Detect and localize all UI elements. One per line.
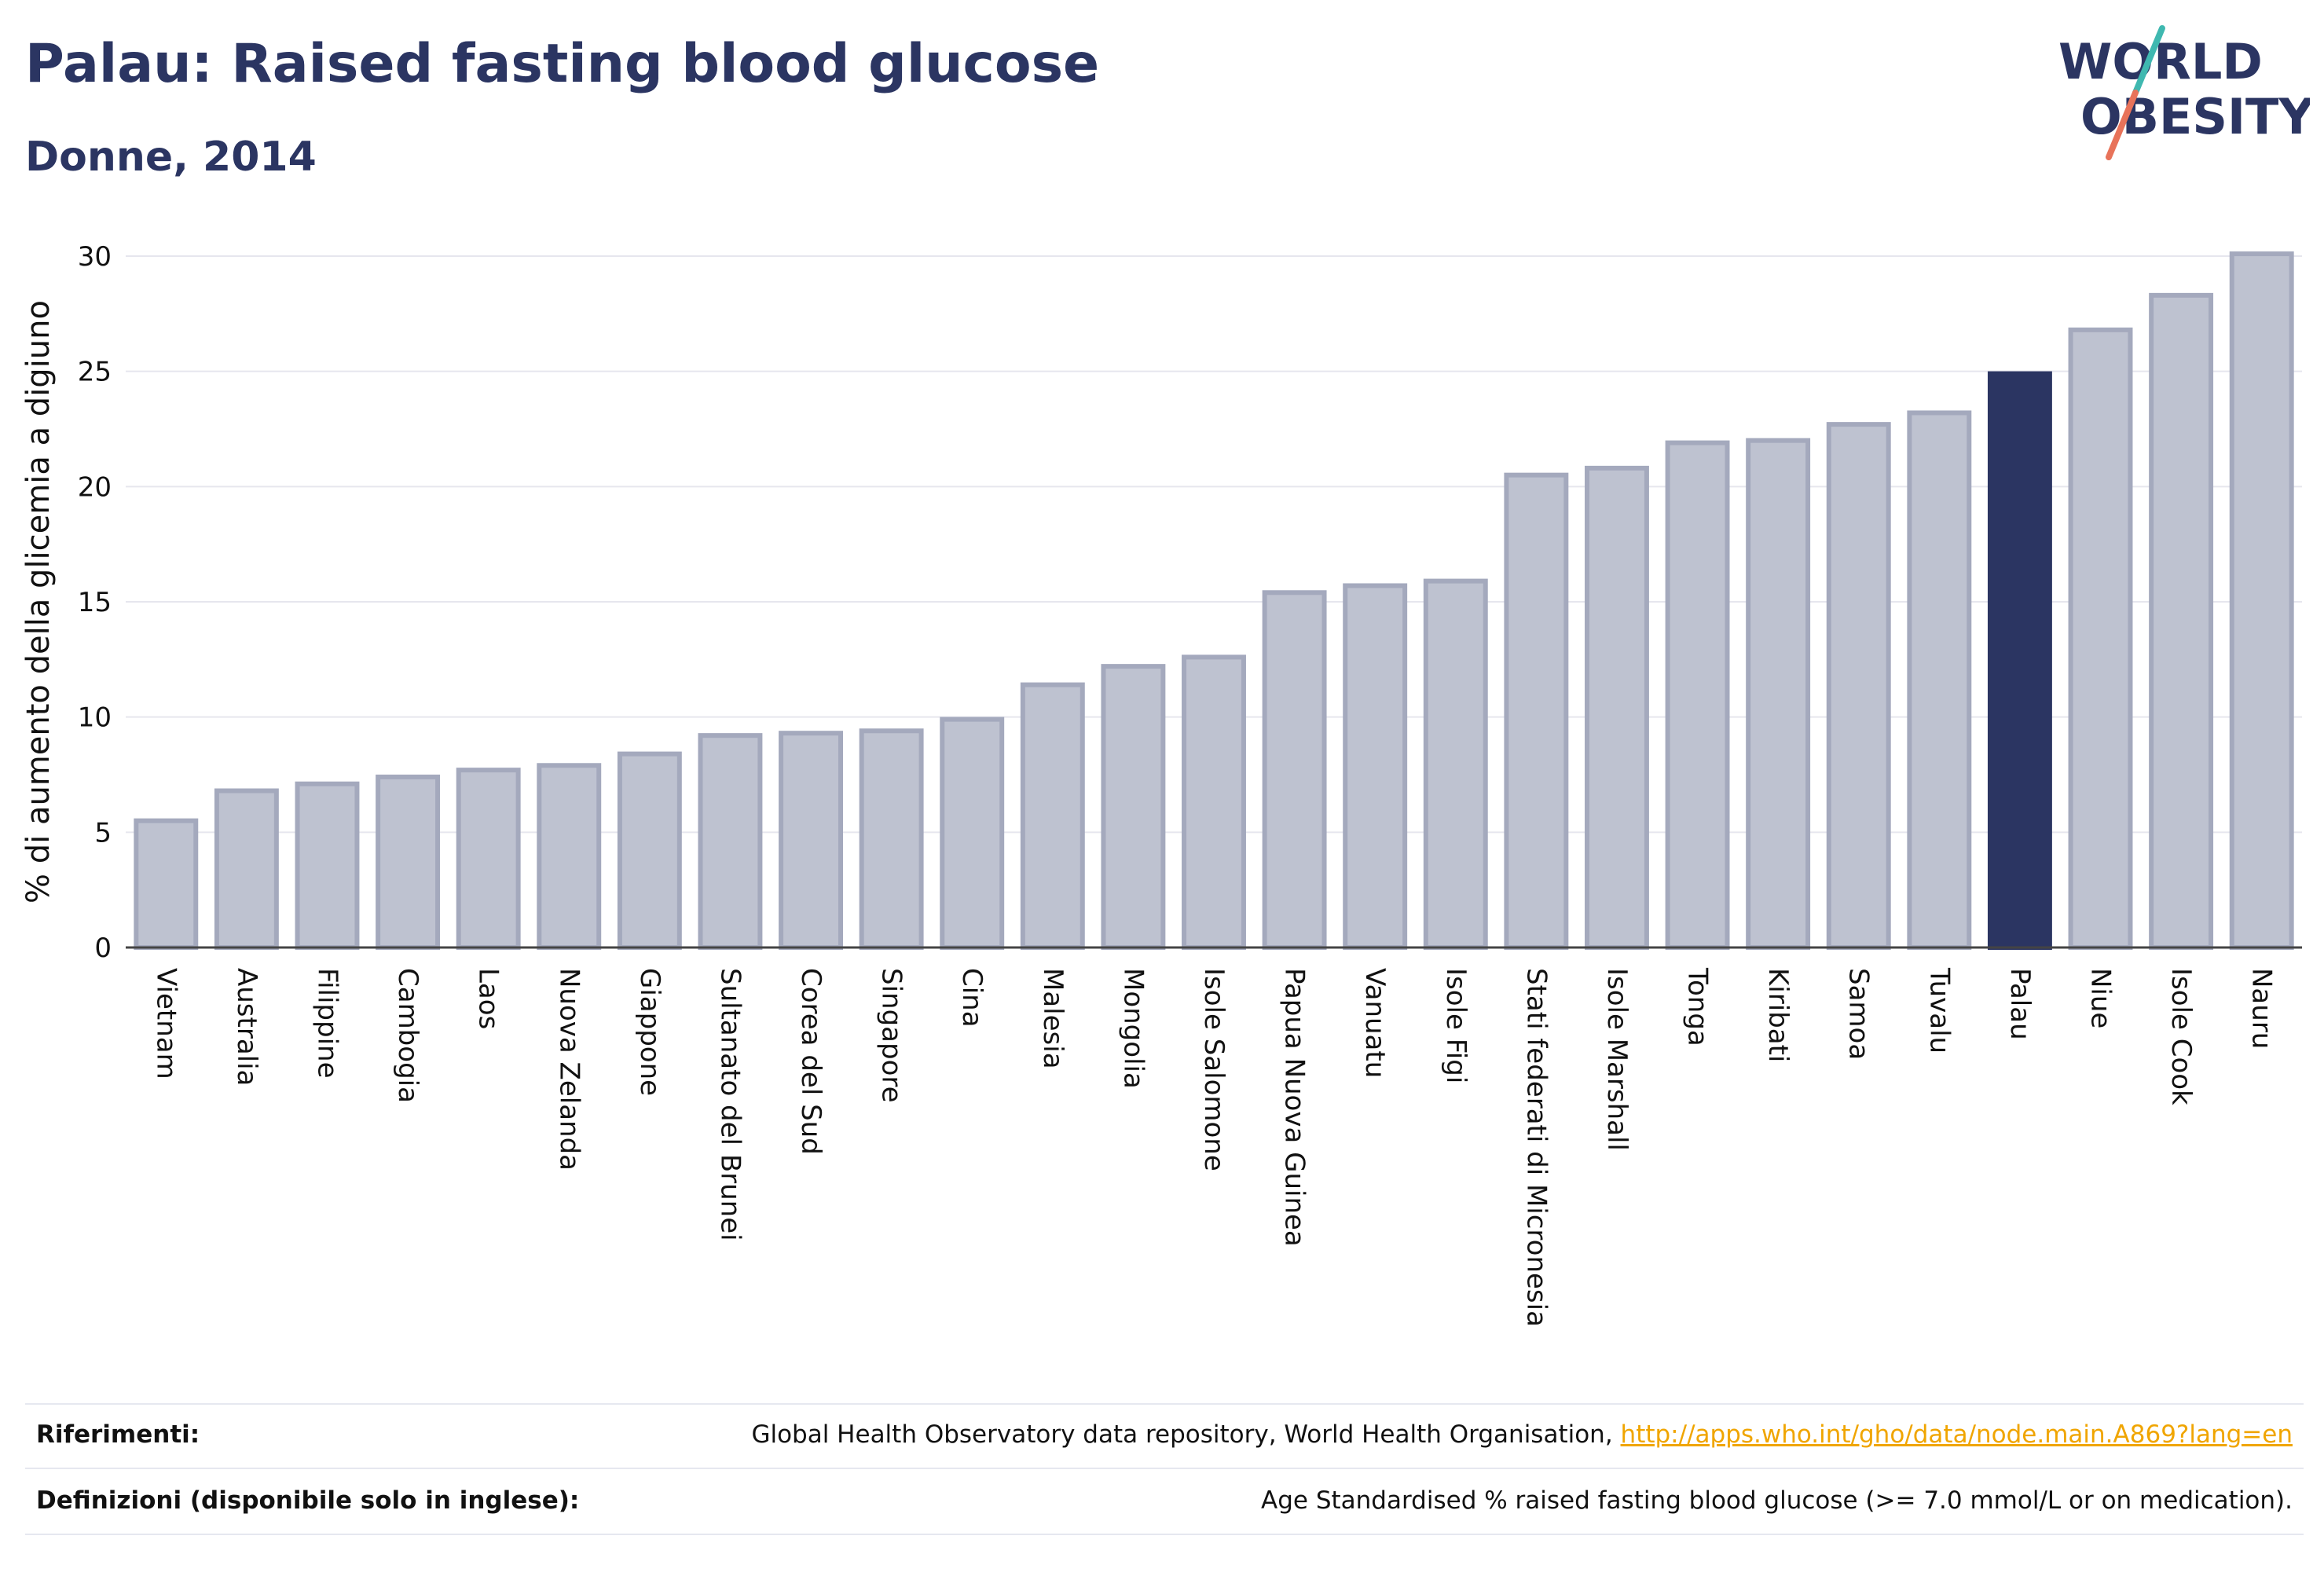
bar-nauru — [2229, 251, 2294, 951]
bar-mongolia — [1101, 664, 1166, 951]
x-tick-label: Kiribati — [1762, 968, 1794, 1062]
references-value: Global Health Observatory data repositor… — [751, 1420, 2293, 1449]
bar-isole-salomone — [1182, 654, 1246, 951]
world-obesity-logo: WORLD OBESITY — [2058, 25, 2310, 160]
x-tick-label: Cina — [956, 968, 988, 1028]
logo-word-1: WORLD — [2058, 33, 2263, 90]
x-tick-label: Giappone — [634, 968, 665, 1096]
bar-singapore — [859, 728, 924, 950]
bar-cambogia — [376, 774, 441, 951]
references-row: Riferimenti: Global Health Observatory d… — [25, 1403, 2304, 1466]
x-tick-label: Samoa — [1843, 968, 1875, 1060]
bar-laos — [456, 768, 521, 951]
x-tick-label: Isole Figi — [1440, 968, 1472, 1083]
y-tick-label: 0 — [94, 933, 112, 964]
definitions-value: Age Standardised % raised fasting blood … — [1261, 1486, 2293, 1515]
x-tick-label: Papua Nuova Guinea — [1279, 968, 1310, 1247]
footer-rule-top — [25, 1403, 2304, 1405]
bar-filippine — [295, 781, 360, 950]
definitions-row: Definizioni (disponibile solo in inglese… — [25, 1469, 2304, 1532]
x-tick-label: Singapore — [876, 968, 907, 1103]
footer-rule-bottom — [25, 1534, 2304, 1535]
bar-tonga — [1665, 440, 1730, 950]
y-tick-label: 15 — [78, 587, 112, 618]
bar-sultanato-del-brunei — [698, 733, 763, 951]
references-link[interactable]: http://apps.who.int/gho/data/node.main.A… — [1620, 1420, 2293, 1449]
y-tick-label: 30 — [78, 241, 112, 273]
x-tick-label: Nauru — [2246, 968, 2278, 1049]
bar-isole-marshall — [1585, 465, 1649, 950]
bar-isole-cook — [2149, 292, 2214, 951]
bar-cina — [940, 717, 1005, 950]
bar-isole-figi — [1423, 578, 1488, 950]
x-tick-label: Sultanato del Brunei — [714, 968, 746, 1241]
y-tick-label: 5 — [94, 817, 112, 848]
bar-giappone — [617, 751, 682, 950]
definitions-label: Definizioni (disponibile solo in inglese… — [36, 1486, 580, 1515]
x-tick-label: Tonga — [1682, 967, 1714, 1046]
x-tick-label: Laos — [473, 968, 504, 1029]
logo-slash-coral — [2106, 90, 2139, 160]
x-tick-label: Palau — [2004, 968, 2036, 1040]
logo-slash-teal — [2132, 25, 2165, 96]
x-tick-label: Australia — [231, 968, 262, 1086]
x-tick-label: Malesia — [1037, 968, 1069, 1069]
y-tick-label: 20 — [78, 471, 112, 503]
y-tick-label: 25 — [78, 357, 112, 388]
bar-australia — [214, 788, 279, 950]
bar-nuova-zelanda — [537, 763, 602, 950]
bar-niue — [2068, 327, 2133, 951]
page-title: Palau: Raised fasting blood glucose — [25, 33, 1100, 95]
x-tick-label: Nuova Zelanda — [553, 968, 585, 1171]
x-tick-label: Stati federati di Micronesia — [1520, 968, 1552, 1327]
bars — [134, 251, 2294, 951]
bar-corea-del-sud — [779, 731, 843, 950]
x-tick-label: Isole Salomone — [1198, 968, 1230, 1171]
y-tick-label: 10 — [78, 702, 112, 734]
bar-stati-federati-di-micronesia — [1504, 472, 1569, 950]
bar-chart: 0 5 10 15 20 25 30 Vietnam Australia Filippine Ca… — [20, 241, 2302, 1327]
bar-palau — [1987, 371, 2052, 951]
page-subtitle: Donne, 2014 — [25, 134, 317, 181]
bar-samoa — [1826, 422, 1891, 950]
x-tick-label: Vietnam — [150, 968, 181, 1079]
y-ticks: 0 5 10 15 20 25 30 — [78, 241, 112, 964]
bar-vanuatu — [1343, 583, 1408, 950]
x-tick-label: Niue — [2085, 968, 2117, 1028]
footer-rule-middle — [25, 1468, 2304, 1469]
references-text: Global Health Observatory data repositor… — [751, 1420, 1621, 1449]
x-tick-label: Corea del Sud — [795, 968, 827, 1155]
y-axis-label: % di aumento della glicemia a digiuno — [20, 300, 57, 903]
bar-malesia — [1020, 682, 1085, 950]
x-tick-label: Isole Cook — [2165, 968, 2197, 1105]
bar-papua-nuova-guinea — [1262, 590, 1327, 950]
x-tick-label: Tuvalu — [1923, 967, 1955, 1054]
bar-kiribati — [1746, 438, 1811, 950]
x-ticks: Vietnam Australia Filippine Cambogia Laos Nuo… — [126, 946, 2302, 1327]
x-tick-label: Filippine — [311, 968, 343, 1079]
x-tick-label: Mongolia — [1117, 968, 1149, 1089]
x-tick-label: Vanuatu — [1359, 968, 1391, 1078]
references-label: Riferimenti: — [36, 1420, 200, 1449]
bar-tuvalu — [1907, 410, 1972, 950]
bar-vietnam — [134, 818, 199, 950]
x-tick-label: Cambogia — [392, 968, 423, 1103]
x-tick-label: Isole Marshall — [1601, 968, 1633, 1151]
